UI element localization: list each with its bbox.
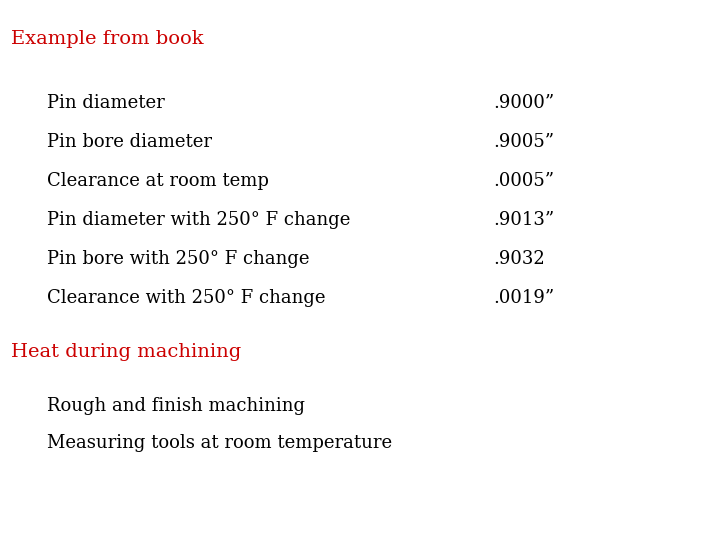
Text: Clearance with 250° F change: Clearance with 250° F change	[47, 289, 325, 307]
Text: .0005”: .0005”	[493, 172, 554, 190]
Text: .9005”: .9005”	[493, 133, 554, 151]
Text: Pin diameter: Pin diameter	[47, 94, 165, 112]
Text: Pin bore diameter: Pin bore diameter	[47, 133, 212, 151]
Text: Pin diameter with 250° F change: Pin diameter with 250° F change	[47, 211, 350, 229]
Text: Measuring tools at room temperature: Measuring tools at room temperature	[47, 434, 392, 451]
Text: Clearance at room temp: Clearance at room temp	[47, 172, 269, 190]
Text: Rough and finish machining: Rough and finish machining	[47, 397, 305, 415]
Text: .9000”: .9000”	[493, 94, 554, 112]
Text: .0019”: .0019”	[493, 289, 554, 307]
Text: .9013”: .9013”	[493, 211, 554, 229]
Text: .9032: .9032	[493, 250, 545, 268]
Text: Example from book: Example from book	[11, 30, 204, 48]
Text: Heat during machining: Heat during machining	[11, 343, 241, 361]
Text: Pin bore with 250° F change: Pin bore with 250° F change	[47, 250, 310, 268]
